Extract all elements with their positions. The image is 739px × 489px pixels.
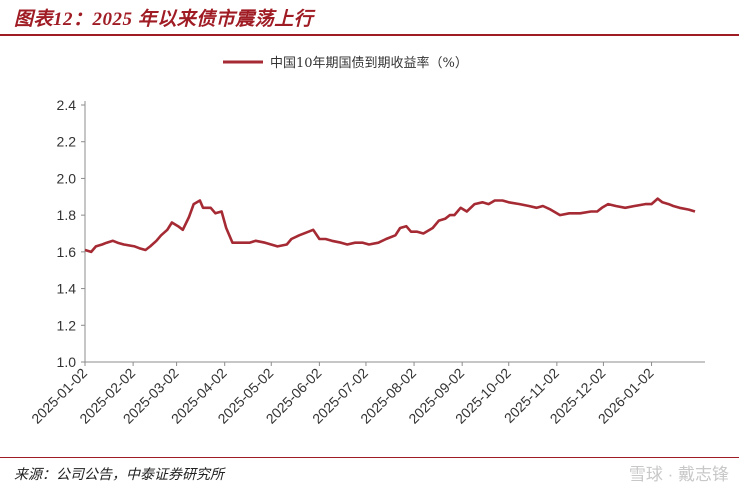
y-tick-label: 2.4 — [57, 97, 77, 113]
y-tick-label: 1.4 — [57, 281, 77, 297]
footer-rule — [0, 457, 739, 458]
y-tick-label: 2.2 — [57, 134, 77, 150]
watermark: 雪球 · 戴志锋 — [628, 465, 729, 484]
series-line-cn10y — [84, 197, 696, 254]
y-tick-label: 1.0 — [57, 354, 77, 370]
x-tick-labels: 2025-01-022025-02-022025-03-022025-04-02… — [28, 362, 657, 427]
y-tick-labels: 1.0 1.2 1.4 1.6 1.8 2.0 2.2 2.4 — [57, 97, 85, 370]
legend: 中国10年期国债到期收益率（%） — [223, 55, 468, 71]
y-tick-label: 1.2 — [57, 317, 77, 333]
y-tick-label: 2.0 — [57, 170, 77, 186]
axes — [84, 101, 705, 363]
figure-title: 图表12：2025 年以来债市震荡上行 — [14, 9, 314, 30]
y-tick-label: 1.6 — [57, 244, 77, 260]
source-note: 来源：公司公告，中泰证券研究所 — [14, 468, 224, 483]
title-rule — [0, 34, 739, 36]
y-tick-label: 1.8 — [57, 207, 77, 223]
legend-label: 中国10年期国债到期收益率（%） — [270, 55, 468, 71]
